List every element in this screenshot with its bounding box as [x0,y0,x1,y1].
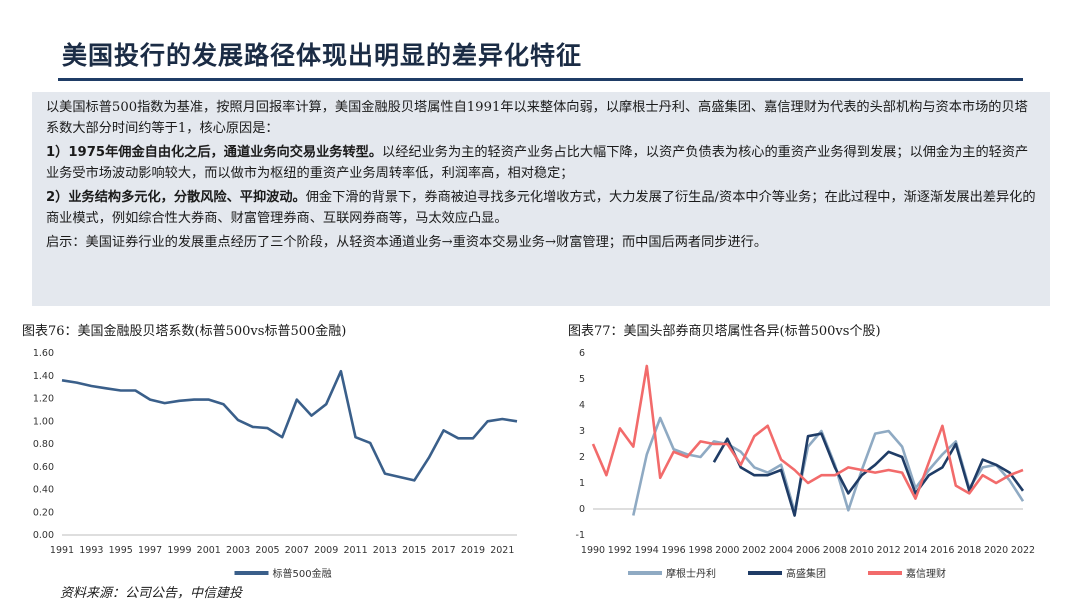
x-tick-label: 2001 [197,545,221,556]
y-tick-label: 1.00 [33,416,54,427]
x-tick-label: 2002 [742,545,766,556]
series-line-0 [632,416,1025,516]
beta-chart-76: 图表76：美国金融股贝塔系数(标普500vs标普500金融) 0.00 0.20 0… [22,320,542,604]
chart-77-title: 图表77：美国头部券商贝塔属性各异(标普500vs个股) [568,324,881,339]
x-tick-label: 1996 [662,545,686,556]
point-1-heading: 1）1975年佣金自由化之后，通道业务向交易业务转型。 [46,145,383,160]
x-tick-label: 1994 [635,545,659,556]
page-title: 美国投行的发展路径体现出明显的差异化特征 [62,41,583,70]
x-tick-label: 2015 [402,545,426,556]
x-tick-label: 2022 [1011,545,1035,556]
y-tick-label: 1.40 [33,371,54,382]
y-tick-label: 0.20 [33,507,54,518]
y-tick-label: 3 [579,426,585,437]
legend-label: 摩根士丹利 [666,567,716,580]
x-tick-label: 2010 [850,545,874,556]
beta-chart-77: 图表77：美国头部券商贝塔属性各异(标普500vs个股) -1 0 1 2 3 4 5 6 19… [568,320,1058,604]
x-tick-label: 2009 [314,545,338,556]
point-2-heading: 2）业务结构多元化，分散风险、平抑波动。 [46,190,306,205]
legend-label: 标普500金融 [273,567,332,580]
series-line-1 [712,432,1025,517]
summary-intro: 以美国标普500指数为基准，按照月回报率计算，美国金融股贝塔属性自1991年以来… [46,100,1028,136]
x-tick-label: 2013 [373,545,397,556]
y-tick-label: 0.40 [33,485,54,496]
y-tick-label: 1 [579,478,585,489]
x-tick-label: 1993 [79,545,103,556]
x-tick-label: 1991 [50,545,74,556]
legend-label: 嘉信理财 [906,567,946,580]
x-tick-label: 1995 [109,545,133,556]
x-tick-label: 2006 [796,545,820,556]
x-tick-label: 2016 [930,545,954,556]
x-tick-label: 2003 [226,545,250,556]
legend-label: 高盛集团 [786,567,826,580]
x-tick-label: 2004 [769,545,793,556]
x-tick-label: 2017 [432,545,456,556]
summary-insight: 启示：美国证券行业的发展重点经历了三个阶段，从轻资本通道业务→重资本交易业务→财… [46,235,768,250]
x-tick-label: 1990 [581,545,605,556]
x-tick-label: 2014 [903,545,927,556]
y-tick-label: 6 [579,348,585,359]
x-tick-label: 1999 [167,545,191,556]
source-note: 资料来源：公司公告，中信建投 [60,586,243,601]
y-tick-label: 0.00 [33,530,54,541]
x-tick-label: 2011 [343,545,367,556]
chart-76-plot: 0.00 0.20 0.40 0.60 0.80 1.00 1.20 1.40 1.60 1991… [33,348,518,580]
y-tick-label: -1 [576,530,585,541]
y-tick-label: 0.60 [33,462,54,473]
series-line-0 [61,369,518,482]
point-1-text: 以经纪业务为主的轻资产业务占比大幅下降，以资产负债表为核心的重资产业务得到发展；… [46,145,1029,181]
y-tick-label: 0 [579,504,585,515]
title-divider [58,78,1023,81]
y-tick-label: 1.20 [33,394,54,405]
x-tick-label: 2012 [877,545,901,556]
summary-box: 以美国标普500指数为基准，按照月回报率计算，美国金融股贝塔属性自1991年以来… [32,92,1050,306]
x-tick-label: 2018 [957,545,981,556]
y-tick-label: 1.60 [33,348,54,359]
y-tick-label: 0.80 [33,439,54,450]
point-2-text: 佣金下滑的背景下，券商被迫寻找多元化增收方式，大力发展了衍生品/资本中介等业务；… [46,190,1036,226]
x-tick-label: 2007 [285,545,309,556]
summary-point-2: 2）业务结构多元化，分散风险、平抑波动。佣金下滑的背景下，券商被迫寻找多元化增收… [46,188,1036,229]
x-tick-label: 2021 [490,545,514,556]
summary-point-1: 1）1975年佣金自由化之后，通道业务向交易业务转型。以经纪业务为主的轻资产业务… [46,143,1036,184]
chart-76-title: 图表76：美国金融股贝塔系数(标普500vs标普500金融) [22,324,347,339]
x-tick-label: 2000 [715,545,739,556]
x-tick-label: 1992 [608,545,632,556]
x-tick-label: 2008 [823,545,847,556]
x-tick-label: 2020 [984,545,1008,556]
series-line-2 [591,364,1024,500]
y-tick-label: 2 [579,452,585,463]
x-tick-label: 2019 [461,545,485,556]
x-tick-label: 2005 [255,545,279,556]
y-tick-label: 5 [579,374,585,385]
x-tick-label: 1997 [138,545,162,556]
y-tick-label: 4 [579,400,585,411]
x-tick-label: 1998 [688,545,712,556]
